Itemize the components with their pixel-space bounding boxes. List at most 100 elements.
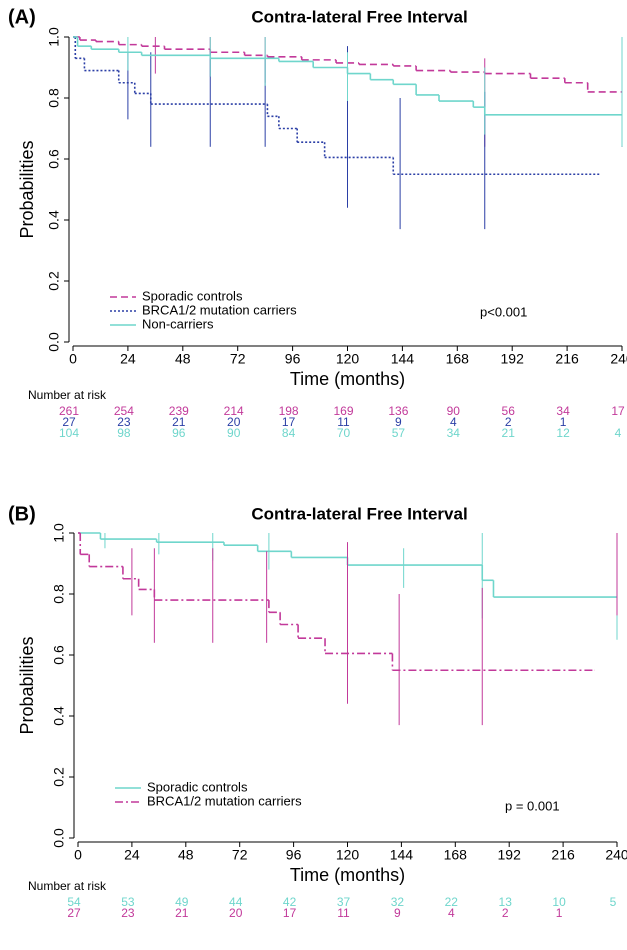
risk-value: 27 (67, 906, 81, 920)
risk-value: 21 (172, 415, 186, 429)
risk-value: 11 (337, 906, 350, 920)
risk-value: 96 (172, 426, 186, 440)
y-tick-label: 0.2 (46, 271, 62, 291)
risk-value: 21 (175, 906, 189, 920)
risk-value: 1 (560, 415, 567, 429)
risk-value: 2 (502, 906, 509, 920)
risk-value: 90 (227, 426, 241, 440)
risk-value: 13 (499, 895, 513, 909)
x-tick-label: 144 (390, 847, 414, 863)
legend-label: BRCA1/2 mutation carriers (142, 302, 297, 317)
risk-value: 70 (337, 426, 351, 440)
x-tick-label: 72 (230, 351, 246, 367)
risk-value: 12 (556, 426, 570, 440)
risk-value: 32 (391, 895, 405, 909)
x-tick-label: 120 (336, 351, 360, 367)
risk-value: 34 (447, 426, 461, 440)
x-tick-label: 96 (286, 847, 302, 863)
y-tick-label: 1.0 (51, 523, 67, 543)
risk-value: 2 (505, 415, 512, 429)
risk-value: 44 (229, 895, 243, 909)
risk-value: 57 (392, 426, 406, 440)
risk-title: Number at risk (28, 879, 107, 893)
x-tick-label: 48 (178, 847, 194, 863)
y-axis-label: Probabilities (17, 636, 37, 734)
risk-value: 10 (552, 895, 566, 909)
risk-value: 198 (279, 404, 299, 418)
risk-value: 9 (395, 415, 402, 429)
risk-value: 9 (394, 906, 401, 920)
risk-value: 56 (502, 404, 516, 418)
chart-title: Contra-lateral Free Interval (251, 7, 467, 26)
risk-value: 5 (610, 895, 617, 909)
risk-value: 20 (227, 415, 241, 429)
x-tick-label: 96 (285, 351, 301, 367)
y-tick-label: 0.8 (51, 584, 67, 604)
y-tick-label: 0.0 (46, 332, 62, 352)
risk-value: 20 (229, 906, 243, 920)
x-tick-label: 144 (391, 351, 415, 367)
x-tick-label: 216 (555, 351, 579, 367)
risk-value: 1 (556, 906, 563, 920)
risk-value: 239 (169, 404, 189, 418)
risk-value: 42 (283, 895, 297, 909)
x-tick-label: 24 (124, 847, 140, 863)
risk-value: 136 (388, 404, 408, 418)
risk-value: 23 (117, 415, 131, 429)
x-axis-label: Time (months) (290, 369, 405, 389)
risk-value: 98 (117, 426, 131, 440)
x-tick-label: 48 (175, 351, 191, 367)
risk-value: 23 (121, 906, 135, 920)
risk-value: 169 (333, 404, 353, 418)
risk-value: 34 (556, 404, 570, 418)
y-tick-label: 0.8 (46, 88, 62, 108)
x-tick-label: 216 (551, 847, 575, 863)
x-tick-label: 192 (498, 847, 522, 863)
panel-label: (B) (8, 503, 36, 525)
x-tick-label: 192 (501, 351, 525, 367)
panel-label: (A) (8, 6, 36, 28)
risk-value: 17 (283, 906, 297, 920)
risk-value: 254 (114, 404, 134, 418)
risk-value: 22 (445, 895, 459, 909)
risk-value: 214 (224, 404, 244, 418)
risk-value: 11 (337, 415, 350, 429)
y-tick-label: 0.4 (46, 210, 62, 230)
x-tick-label: 24 (120, 351, 136, 367)
x-tick-label: 0 (74, 847, 82, 863)
y-tick-label: 0.6 (46, 149, 62, 169)
risk-value: 4 (450, 415, 457, 429)
y-tick-label: 1.0 (46, 27, 62, 47)
legend-label: Non-carriers (142, 316, 214, 331)
legend-label: Sporadic controls (142, 288, 243, 303)
x-tick-label: 120 (336, 847, 360, 863)
x-tick-label: 168 (444, 847, 468, 863)
y-tick-label: 0.0 (51, 828, 67, 848)
risk-value: 104 (59, 426, 79, 440)
risk-value: 37 (337, 895, 351, 909)
y-axis-label: Probabilities (17, 140, 37, 238)
legend-label: Sporadic controls (147, 779, 248, 794)
risk-value: 4 (615, 426, 622, 440)
x-tick-label: 240 (605, 847, 627, 863)
annotation: p = 0.001 (505, 798, 560, 813)
risk-value: 17 (611, 404, 625, 418)
risk-value: 49 (175, 895, 189, 909)
risk-title: Number at risk (28, 388, 107, 402)
annotation: p<0.001 (480, 304, 527, 319)
risk-value: 90 (447, 404, 461, 418)
x-tick-label: 168 (446, 351, 470, 367)
risk-value: 17 (282, 415, 296, 429)
x-tick-label: 72 (232, 847, 248, 863)
y-tick-label: 0.6 (51, 645, 67, 665)
x-tick-label: 240 (610, 351, 627, 367)
legend-label: BRCA1/2 mutation carriers (147, 793, 302, 808)
risk-value: 84 (282, 426, 296, 440)
risk-value: 4 (448, 906, 455, 920)
risk-value: 54 (67, 895, 81, 909)
risk-value: 261 (59, 404, 79, 418)
x-tick-label: 0 (69, 351, 77, 367)
risk-value: 27 (62, 415, 76, 429)
y-tick-label: 0.2 (51, 767, 67, 787)
